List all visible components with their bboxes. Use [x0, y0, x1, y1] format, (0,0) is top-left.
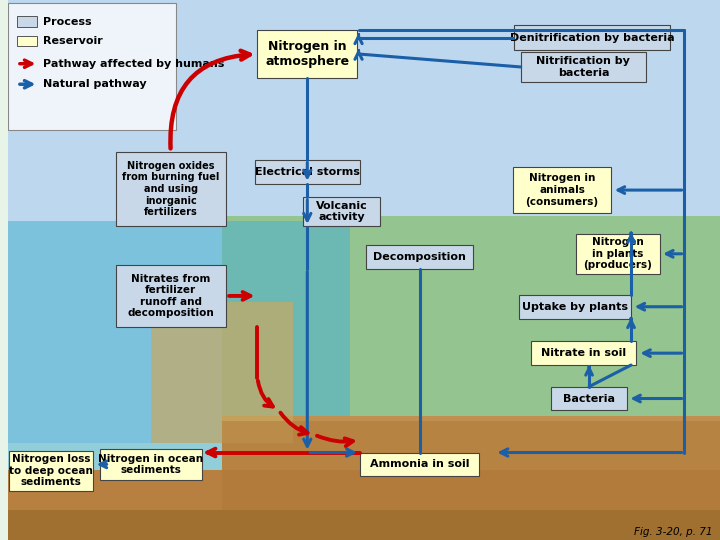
Bar — [100, 449, 202, 480]
Text: Denitrification by bacteria: Denitrification by bacteria — [510, 33, 674, 43]
Bar — [150, 302, 293, 443]
Bar — [222, 416, 720, 513]
Text: Nitrate in soil: Nitrate in soil — [541, 348, 626, 358]
Text: Nitrogen
in plants
(producers): Nitrogen in plants (producers) — [583, 237, 652, 271]
Bar — [9, 510, 720, 540]
Bar — [521, 52, 646, 82]
Bar — [17, 16, 37, 27]
Bar — [9, 0, 720, 443]
Bar — [115, 152, 226, 226]
Bar — [115, 265, 226, 327]
Text: Electrical storms: Electrical storms — [255, 167, 360, 177]
Bar — [513, 167, 611, 213]
Bar — [551, 387, 628, 410]
Text: Fig. 3-20, p. 71: Fig. 3-20, p. 71 — [634, 527, 713, 537]
Text: Nitrogen in
animals
(consumers): Nitrogen in animals (consumers) — [526, 173, 598, 207]
Text: Bacteria: Bacteria — [563, 394, 615, 403]
Bar — [518, 295, 631, 319]
Text: Nitrates from
fertilizer
runoff and
decomposition: Nitrates from fertilizer runoff and deco… — [127, 274, 214, 318]
Text: Nitrification by
bacteria: Nitrification by bacteria — [536, 56, 630, 78]
Text: Nitrogen in ocean
sediments: Nitrogen in ocean sediments — [98, 454, 203, 475]
Text: Ammonia in soil: Ammonia in soil — [370, 460, 469, 469]
Text: Uptake by plants: Uptake by plants — [522, 302, 628, 312]
Text: Reservoir: Reservoir — [42, 36, 102, 46]
Bar — [9, 450, 93, 491]
Text: Nitrogen oxides
from burning fuel
and using
inorganic
fertilizers: Nitrogen oxides from burning fuel and us… — [122, 161, 220, 217]
Bar — [9, 470, 720, 540]
Bar — [222, 216, 720, 443]
Bar — [303, 197, 380, 226]
Text: Nitrogen loss
to deep ocean
sediments: Nitrogen loss to deep ocean sediments — [9, 454, 93, 488]
Bar — [17, 36, 37, 46]
Bar — [360, 453, 480, 476]
Text: Nitrogen in
atmosphere: Nitrogen in atmosphere — [265, 40, 349, 68]
Bar — [531, 341, 636, 365]
Text: Volcanic
activity: Volcanic activity — [315, 201, 367, 222]
Text: Natural pathway: Natural pathway — [42, 79, 146, 89]
Text: Pathway affected by humans: Pathway affected by humans — [42, 59, 224, 69]
Bar — [255, 160, 360, 184]
Text: Process: Process — [42, 17, 91, 26]
Bar — [575, 234, 660, 274]
Bar — [258, 30, 357, 78]
Bar — [513, 25, 670, 50]
Text: Decomposition: Decomposition — [373, 252, 466, 262]
Bar — [9, 221, 350, 470]
Bar — [9, 3, 176, 130]
Bar — [366, 245, 473, 269]
Bar — [222, 421, 720, 540]
